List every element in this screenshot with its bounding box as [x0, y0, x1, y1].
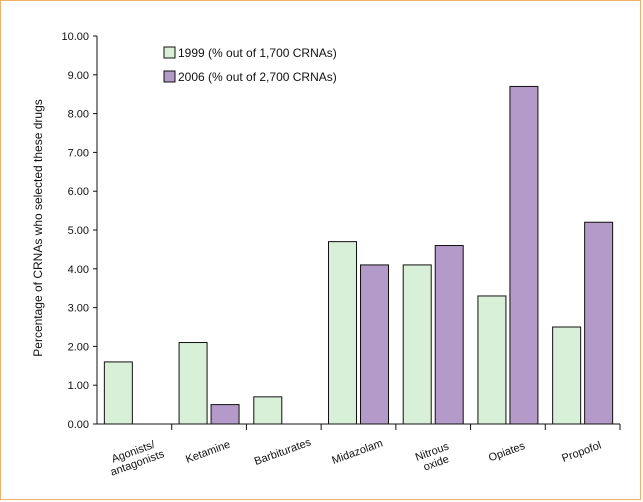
- bar-series-1: [253, 396, 283, 425]
- x-category-label-line: Propofol: [560, 440, 603, 465]
- bar-series-1: [552, 326, 582, 425]
- x-category-label: Opiates: [487, 440, 527, 464]
- y-tick-label: 8.00: [68, 109, 89, 121]
- legend: 1999 (% out of 1,700 CRNAs) 2006 (% out o…: [163, 46, 337, 84]
- bar-series-1: [103, 361, 133, 425]
- x-category-label: Propofol: [560, 440, 603, 465]
- x-category-label: Midazolam: [330, 437, 384, 466]
- bar-series-2: [210, 404, 240, 425]
- legend-swatch: [163, 70, 176, 83]
- x-category-label-line: Opiates: [487, 440, 527, 464]
- bar-series-2: [509, 85, 539, 425]
- y-tick-label: 2.00: [68, 341, 89, 353]
- y-tick-label: 10.00: [61, 31, 89, 43]
- y-tick-label: 1.00: [68, 380, 89, 392]
- y-tick-label: 9.00: [68, 70, 89, 82]
- y-tick-label: 4.00: [68, 264, 89, 276]
- legend-label: 1999 (% out of 1,700 CRNAs): [178, 46, 337, 60]
- x-category-label-line: Midazolam: [330, 437, 384, 466]
- y-tick-label: 7.00: [68, 147, 89, 159]
- x-category-label: Nitrousoxide: [414, 440, 455, 475]
- bar-series-1: [178, 342, 208, 425]
- legend-label: 2006 (% out of 2,700 CRNAs): [178, 70, 337, 84]
- y-axis-label: Percentage of CRNAs who selected these d…: [31, 99, 45, 356]
- y-tick-label: 6.00: [68, 186, 89, 198]
- bar-series-1: [477, 295, 507, 425]
- x-category-label: Agonists/antagonists: [105, 437, 167, 479]
- bar-series-2: [434, 245, 464, 425]
- x-category-label-line: Ketamine: [184, 439, 232, 466]
- y-tick-label: 3.00: [68, 303, 89, 315]
- x-category-label-line: Barbiturates: [253, 436, 313, 468]
- y-tick-label: 0.00: [68, 419, 89, 431]
- bar-series-1: [328, 241, 357, 425]
- x-category-label: Ketamine: [184, 439, 232, 466]
- plot-area: 0.00 1.00 2.00 3.00 4.00 5.00 6.00 7.00 8.00 9.00…: [61, 31, 621, 479]
- y-tick-label: 5.00: [68, 225, 89, 237]
- bar-series-2: [584, 221, 614, 425]
- legend-swatch: [163, 46, 176, 59]
- x-category-label: Barbiturates: [253, 436, 313, 468]
- bar-series-2: [360, 264, 389, 425]
- bar-series-1: [402, 264, 432, 425]
